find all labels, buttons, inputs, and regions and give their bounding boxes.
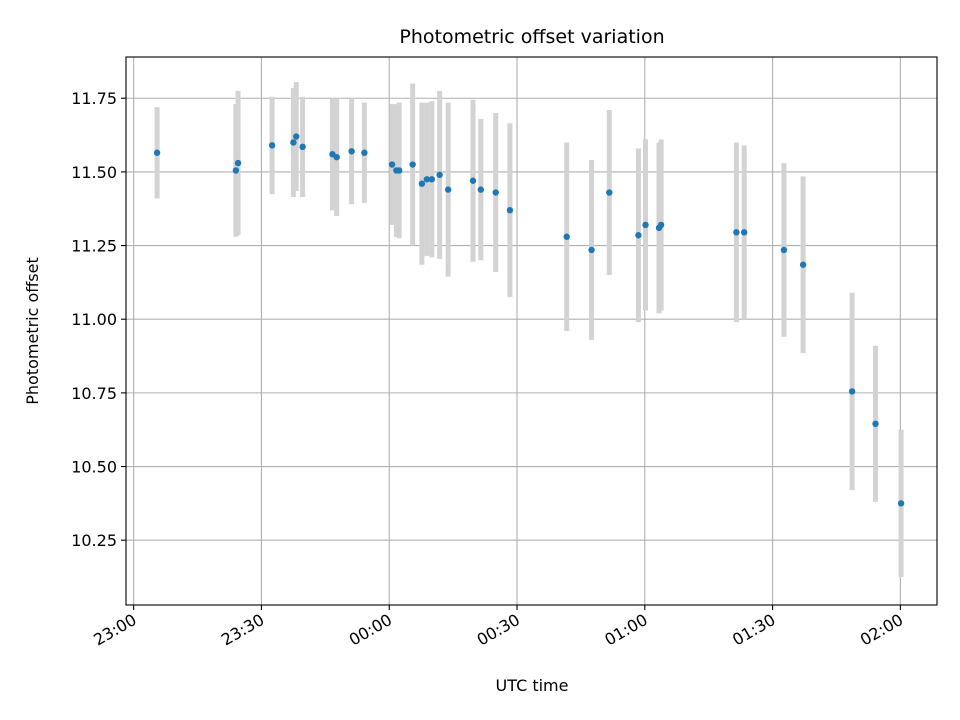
y-tick-label: 11.00 [71,310,117,329]
data-point [606,189,613,196]
data-point [588,246,595,254]
y-axis-label: Photometric offset [23,257,42,405]
data-point [290,139,297,146]
data-point [423,176,431,183]
data-point [444,186,452,193]
data-point [872,420,879,428]
data-point [388,161,396,168]
data-point [361,149,368,156]
data-point [348,148,355,155]
data-point [232,167,240,174]
data-point [780,246,788,254]
data-point [153,149,161,156]
y-tick-label: 10.50 [71,458,117,477]
data-point [642,221,649,229]
data-point [506,207,514,214]
data-point [268,142,276,149]
data-point [740,229,748,236]
data-point [469,177,477,184]
data-point [477,186,485,193]
y-tick-label: 11.25 [71,237,117,256]
data-point [733,229,740,236]
data-point [409,161,416,168]
data-point [563,233,570,240]
data-point [293,133,300,140]
data-point [897,500,905,507]
y-tick-label: 10.25 [71,531,117,550]
data-point [492,189,499,196]
data-point [635,232,642,239]
data-point [436,171,443,179]
data-points [153,133,905,507]
grid [126,57,937,605]
data-point [428,176,436,183]
data-point [418,180,426,187]
y-tick-label: 11.75 [71,89,117,108]
data-point [395,167,403,174]
x-axis-label: UTC time [496,676,569,695]
data-point [299,143,306,151]
data-point [848,388,856,395]
data-point [799,261,807,268]
y-tick-label: 10.75 [71,384,117,403]
y-tick-label: 11.50 [71,163,117,182]
data-point [234,159,242,167]
data-point [333,153,340,161]
y-axis-ticks: 10.25 10.50 10.75 11.00 11.25 11.50 11.75 [71,89,126,550]
data-point [657,221,665,229]
chart-title: Photometric offset variation [399,26,664,48]
plot-frame [125,56,938,606]
